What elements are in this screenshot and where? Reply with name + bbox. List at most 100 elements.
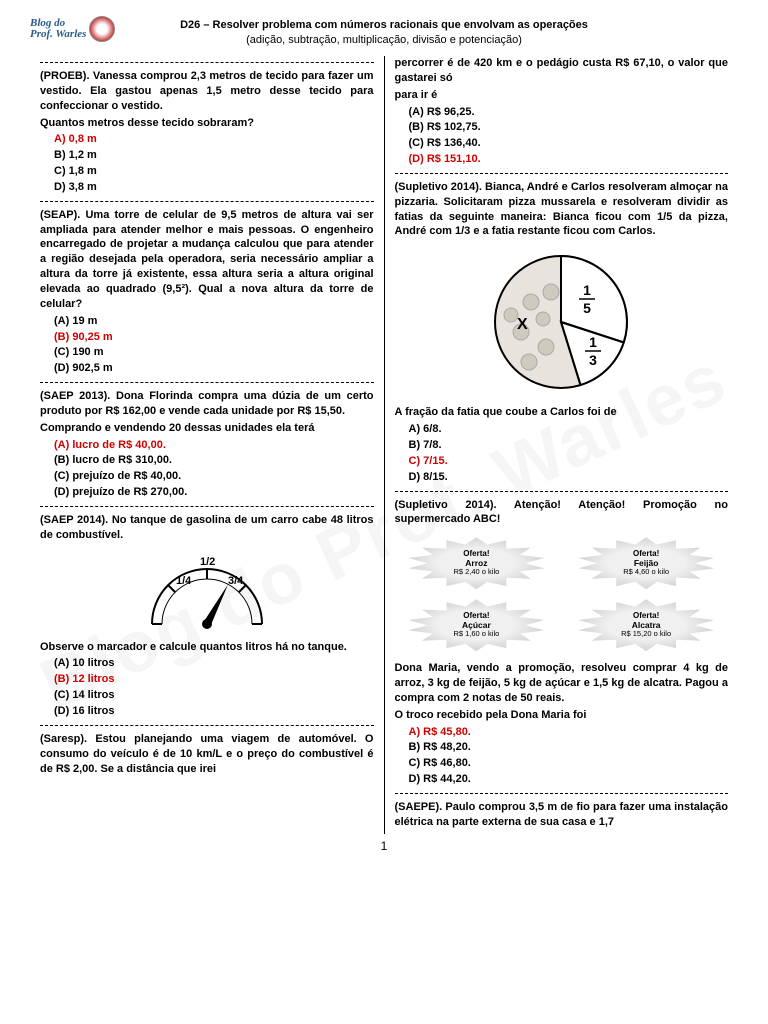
- question-5-start: (Saresp). Estou planejando uma viagem de…: [40, 732, 374, 777]
- offer-acucar: Oferta! Açúcar R$ 1,60 o kilo: [406, 597, 546, 653]
- q6-opt-a: A) 6/8.: [409, 422, 729, 437]
- left-column: (PROEB). Vanessa comprou 2,3 metros de t…: [30, 56, 384, 834]
- pie-frac-top-2: 1: [589, 334, 597, 350]
- pie-frac-bot-2: 3: [589, 352, 597, 368]
- q5-ask: para ir é: [395, 88, 729, 103]
- q4-options: (A) 10 litros (B) 12 litros (C) 14 litro…: [40, 656, 374, 718]
- offer-feijao: Oferta! Feijão R$ 4,60 o kilo: [576, 535, 716, 591]
- question-1: (PROEB). Vanessa comprou 2,3 metros de t…: [40, 69, 374, 195]
- pie-frac-bot-1: 5: [583, 300, 591, 316]
- q5-cont: percorrer é de 420 km e o pedágio custa …: [395, 56, 729, 86]
- q6-options: A) 6/8. B) 7/8. C) 7/15. D) 8/15.: [395, 422, 729, 484]
- offer-price: R$ 2,40 o kilo: [453, 568, 499, 577]
- question-4: (SAEP 2014). No tanque de gasolina de um…: [40, 513, 374, 719]
- q8-text: (SAEPE). Paulo comprou 3,5 m de fio para…: [395, 800, 729, 830]
- q6-text: (Supletivo 2014). Bianca, André e Carlos…: [395, 180, 729, 239]
- right-column: percorrer é de 420 km e o pedágio custa …: [385, 56, 739, 834]
- q6-opt-d: D) 8/15.: [409, 470, 729, 485]
- q1-options: A) 0,8 m B) 1,2 m C) 1,8 m D) 3,8 m: [40, 132, 374, 194]
- separator: [40, 62, 374, 63]
- question-3: (SAEP 2013). Dona Florinda compra uma dú…: [40, 389, 374, 500]
- logo-line-2: Prof. Warles: [30, 29, 86, 40]
- q5-opt-c: (C) R$ 136,40.: [409, 136, 729, 151]
- q2-opt-b: (B) 90,25 m: [54, 330, 374, 345]
- q2-options: (A) 19 m (B) 90,25 m (C) 190 m (D) 902,5…: [40, 314, 374, 376]
- separator: [40, 725, 374, 726]
- logo-badge-icon: [89, 16, 115, 42]
- doc-subtitle: (adição, subtração, multiplicação, divis…: [30, 33, 738, 48]
- pie-label-x: X: [517, 316, 528, 333]
- q7-opt-d: D) R$ 44,20.: [409, 772, 729, 787]
- separator: [40, 382, 374, 383]
- q4-text: (SAEP 2014). No tanque de gasolina de um…: [40, 513, 374, 543]
- q2-opt-c: (C) 190 m: [54, 345, 374, 360]
- q3-options: (A) lucro de R$ 40,00. (B) lucro de R$ 3…: [40, 438, 374, 500]
- q5-opt-d: (D) R$ 151,10.: [409, 152, 729, 167]
- q5-text: (Saresp). Estou planejando uma viagem de…: [40, 732, 374, 777]
- offer-price: R$ 15,20 o kilo: [621, 630, 671, 639]
- q1-opt-a: A) 0,8 m: [54, 132, 374, 147]
- offers-grid: Oferta! Arroz R$ 2,40 o kilo Oferta! Fei…: [395, 535, 729, 653]
- offer-arroz: Oferta! Arroz R$ 2,40 o kilo: [406, 535, 546, 591]
- question-7: (Supletivo 2014). Atenção! Atenção! Prom…: [395, 498, 729, 787]
- offer-price: R$ 1,60 o kilo: [453, 630, 499, 639]
- two-column-layout: (PROEB). Vanessa comprou 2,3 metros de t…: [30, 56, 738, 834]
- q7-text: (Supletivo 2014). Atenção! Atenção! Prom…: [395, 498, 729, 528]
- pizza-pie-svg: X 1 5 1 3: [481, 247, 641, 397]
- page-header: Blog do Prof. Warles D26 – Resolver prob…: [30, 16, 738, 50]
- fuel-gauge-figure: 1/4 1/2 3/4: [40, 549, 374, 634]
- separator: [40, 201, 374, 202]
- q5-opt-b: (B) R$ 102,75.: [409, 120, 729, 135]
- q1-ask: Quantos metros desse tecido sobraram?: [40, 116, 374, 131]
- q3-opt-c: (C) prejuízo de R$ 40,00.: [54, 469, 374, 484]
- separator: [395, 173, 729, 174]
- q4-opt-b: (B) 12 litros: [54, 672, 374, 687]
- offer-price: R$ 4,60 o kilo: [623, 568, 669, 577]
- q4-ask: Observe o marcador e calcule quantos lit…: [40, 640, 374, 655]
- logo-text: Blog do Prof. Warles: [30, 18, 86, 40]
- q7-ask: O troco recebido pela Dona Maria foi: [395, 708, 729, 723]
- q7-opt-a: A) R$ 45,80.: [409, 725, 729, 740]
- q3-text: (SAEP 2013). Dona Florinda compra uma dú…: [40, 389, 374, 419]
- gauge-tick-1: 1/4: [176, 575, 192, 587]
- page-number: 1: [30, 838, 738, 854]
- q7-options: A) R$ 45,80. B) R$ 48,20. C) R$ 46,80. D…: [395, 725, 729, 787]
- q3-opt-b: (B) lucro de R$ 310,00.: [54, 453, 374, 468]
- q1-opt-b: B) 1,2 m: [54, 148, 374, 163]
- q4-opt-d: (D) 16 litros: [54, 704, 374, 719]
- worksheet-page: Blog do Prof. Warles Blog do Prof. Warle…: [0, 0, 768, 1024]
- gauge-tick-2: 1/2: [200, 556, 215, 568]
- q2-text: (SEAP). Uma torre de celular de 9,5 metr…: [40, 208, 374, 312]
- separator: [395, 491, 729, 492]
- q1-opt-d: D) 3,8 m: [54, 180, 374, 195]
- separator: [395, 793, 729, 794]
- question-6: (Supletivo 2014). Bianca, André e Carlos…: [395, 180, 729, 485]
- q7-opt-b: B) R$ 48,20.: [409, 740, 729, 755]
- q1-opt-c: C) 1,8 m: [54, 164, 374, 179]
- q6-opt-c: C) 7/15.: [409, 454, 729, 469]
- gauge-tick-3: 3/4: [228, 575, 244, 587]
- doc-title: D26 – Resolver problema com números raci…: [30, 16, 738, 33]
- question-5-cont: percorrer é de 420 km e o pedágio custa …: [395, 56, 729, 167]
- q6-ask: A fração da fatia que coube a Carlos foi…: [395, 405, 729, 420]
- question-8-start: (SAEPE). Paulo comprou 3,5 m de fio para…: [395, 800, 729, 830]
- logo: Blog do Prof. Warles: [30, 16, 115, 42]
- question-2: (SEAP). Uma torre de celular de 9,5 metr…: [40, 208, 374, 376]
- separator: [40, 506, 374, 507]
- q3-opt-a: (A) lucro de R$ 40,00.: [54, 438, 374, 453]
- q3-opt-d: (D) prejuízo de R$ 270,00.: [54, 485, 374, 500]
- q2-opt-d: (D) 902,5 m: [54, 361, 374, 376]
- fuel-gauge-svg: 1/4 1/2 3/4: [132, 549, 282, 634]
- pizza-pie-figure: X 1 5 1 3: [395, 247, 729, 397]
- q2-opt-a: (A) 19 m: [54, 314, 374, 329]
- q7-text2: Dona Maria, vendo a promoção, resolveu c…: [395, 661, 729, 706]
- q4-opt-c: (C) 14 litros: [54, 688, 374, 703]
- q4-opt-a: (A) 10 litros: [54, 656, 374, 671]
- q7-opt-c: C) R$ 46,80.: [409, 756, 729, 771]
- q3-ask: Comprando e vendendo 20 dessas unidades …: [40, 421, 374, 436]
- pie-frac-top-1: 1: [583, 282, 591, 298]
- q5-opt-a: (A) R$ 96,25.: [409, 105, 729, 120]
- q5-options: (A) R$ 96,25. (B) R$ 102,75. (C) R$ 136,…: [395, 105, 729, 167]
- q6-opt-b: B) 7/8.: [409, 438, 729, 453]
- q1-text: (PROEB). Vanessa comprou 2,3 metros de t…: [40, 69, 374, 114]
